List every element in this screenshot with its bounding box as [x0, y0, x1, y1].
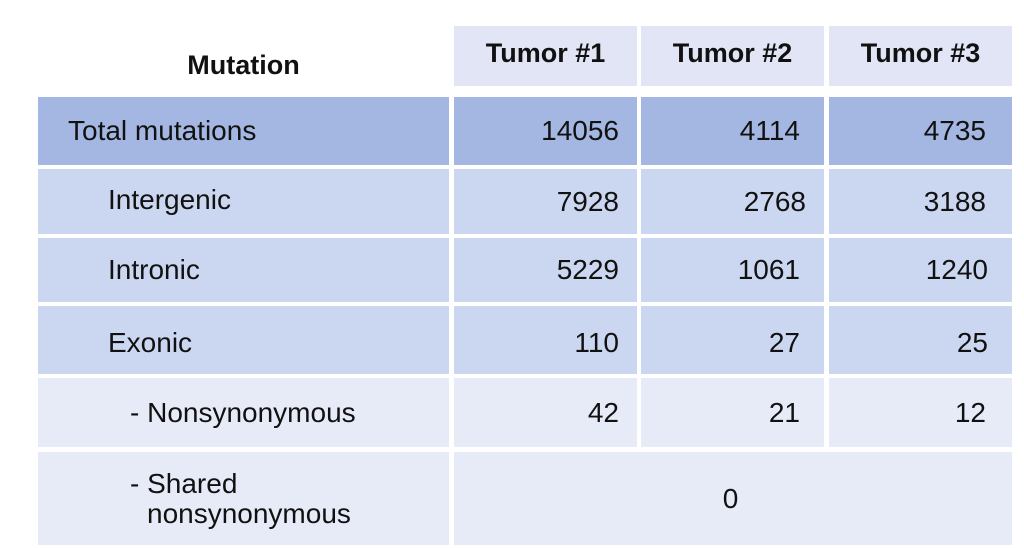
cell-nonsynonymous-tumor-2: 21	[641, 378, 824, 447]
cell-intergenic-tumor-3: 3188	[829, 169, 1012, 234]
cell-exonic-tumor-1: 110	[454, 306, 637, 374]
cell-nonsynonymous-tumor-1: 42	[454, 378, 637, 447]
cell-intronic-tumor-1: 5229	[454, 238, 637, 302]
cell-intergenic-tumor-1: 7928	[454, 169, 637, 234]
row-label-intergenic: Intergenic	[38, 169, 449, 234]
cell-exonic-tumor-3: 25	[829, 306, 1012, 374]
cell-total-tumor-1: 14056	[454, 97, 637, 165]
column-header-tumor-2: Tumor #2	[641, 26, 824, 86]
cell-intergenic-tumor-2: 2768	[641, 169, 824, 234]
row-label-total-mutations: Total mutations	[38, 97, 449, 165]
row-label-nonsynonymous: - Nonsynonymous	[38, 378, 449, 447]
column-header-mutation: Mutation	[187, 49, 300, 80]
cell-nonsynonymous-tumor-3: 12	[829, 378, 1012, 447]
cell-shared-merged-value: 0	[454, 452, 1012, 545]
cell-intronic-tumor-3: 1240	[829, 238, 1012, 302]
cell-intronic-tumor-2: 1061	[641, 238, 824, 302]
row-label-exonic: Exonic	[38, 306, 449, 374]
column-header-tumor-3: Tumor #3	[829, 26, 1012, 86]
shared-label-line-1: - Shared	[130, 467, 238, 499]
cell-exonic-tumor-2: 27	[641, 306, 824, 374]
shared-label-wrap: - Shared nonsynonymous	[130, 467, 351, 529]
row-label-intronic: Intronic	[38, 238, 449, 302]
row-label-shared-nonsynonymous: - Shared nonsynonymous	[38, 452, 449, 545]
cell-total-tumor-2: 4114	[641, 97, 824, 165]
cell-total-tumor-3: 4735	[829, 97, 1012, 165]
shared-label-line-2: nonsynonymous	[147, 497, 351, 529]
column-header-tumor-1: Tumor #1	[454, 26, 637, 86]
